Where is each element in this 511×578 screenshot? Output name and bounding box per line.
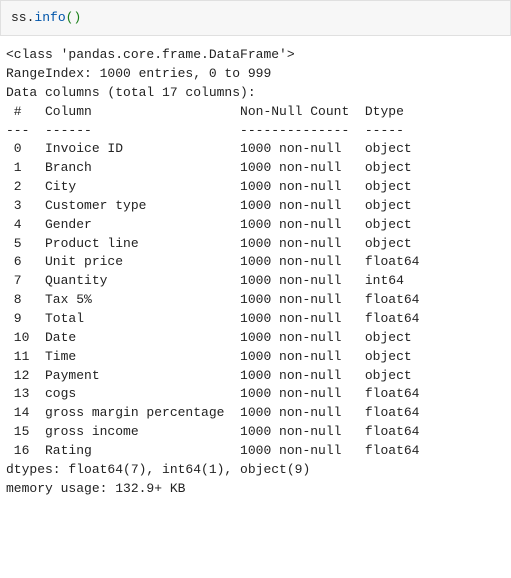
table-row: 4 Gender 1000 non-null object xyxy=(6,217,419,232)
output-class-line: <class 'pandas.core.frame.DataFrame'> xyxy=(6,47,295,62)
table-row: 6 Unit price 1000 non-null float64 xyxy=(6,254,419,269)
table-row: 15 gross income 1000 non-null float64 xyxy=(6,424,419,439)
code-method: info xyxy=(34,10,65,25)
table-row: 12 Payment 1000 non-null object xyxy=(6,368,419,383)
table-row: 5 Product line 1000 non-null object xyxy=(6,236,419,251)
code-paren-close: ) xyxy=(73,10,81,25)
output-header-line: # Column Non-Null Count Dtype xyxy=(6,104,419,119)
table-row: 14 gross margin percentage 1000 non-null… xyxy=(6,405,419,420)
table-row: 13 cogs 1000 non-null float64 xyxy=(6,386,419,401)
code-object: ss xyxy=(11,10,27,25)
table-row: 9 Total 1000 non-null float64 xyxy=(6,311,419,326)
output-rangeindex-line: RangeIndex: 1000 entries, 0 to 999 xyxy=(6,66,271,81)
output-memory-line: memory usage: 132.9+ KB xyxy=(6,481,185,496)
table-row: 11 Time 1000 non-null object xyxy=(6,349,419,364)
output-cell: <class 'pandas.core.frame.DataFrame'> Ra… xyxy=(0,36,511,504)
output-divider-line: --- ------ -------------- ----- xyxy=(6,123,419,138)
table-row: 16 Rating 1000 non-null float64 xyxy=(6,443,419,458)
table-row: 0 Invoice ID 1000 non-null object xyxy=(6,141,419,156)
table-row: 7 Quantity 1000 non-null int64 xyxy=(6,273,419,288)
table-row: 10 Date 1000 non-null object xyxy=(6,330,419,345)
output-dtypes-line: dtypes: float64(7), int64(1), object(9) xyxy=(6,462,310,477)
table-row: 8 Tax 5% 1000 non-null float64 xyxy=(6,292,419,307)
table-row: 3 Customer type 1000 non-null object xyxy=(6,198,419,213)
output-datacolumns-line: Data columns (total 17 columns): xyxy=(6,85,256,100)
table-row: 2 City 1000 non-null object xyxy=(6,179,419,194)
table-row: 1 Branch 1000 non-null object xyxy=(6,160,419,175)
code-input-cell[interactable]: ss.info() xyxy=(0,0,511,36)
